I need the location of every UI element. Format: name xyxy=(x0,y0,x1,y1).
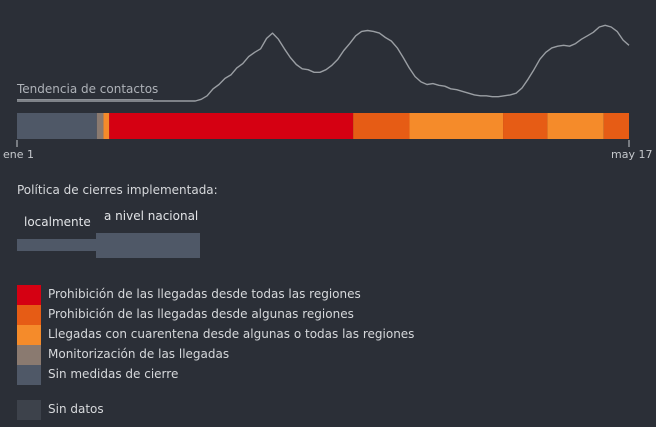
legend-swatch-no-data xyxy=(17,400,41,420)
x-tick-label-start: ene 1 xyxy=(3,148,35,161)
legend-label-none: Sin medidas de cierre xyxy=(48,367,179,381)
legend-swatch-quarantine xyxy=(17,325,41,345)
x-tick-label-end: may 17 xyxy=(611,148,653,161)
legend-item-ban-some: Prohibición de las llegadas desde alguna… xyxy=(17,305,437,325)
legend-label-ban-all: Prohibición de las llegadas desde todas … xyxy=(48,287,361,301)
legend-item-no-data: Sin datos xyxy=(17,400,437,420)
scope-local-label: localmente xyxy=(24,215,91,229)
scope-national-label: a nivel nacional xyxy=(104,209,199,223)
trend-label-underline xyxy=(17,99,153,100)
timeline-segment-quarantine xyxy=(547,113,604,139)
legend-label-no-data: Sin datos xyxy=(48,402,104,416)
legend-item-quarantine: Llegadas con cuarentena desde algunas o … xyxy=(17,325,437,345)
timeline-segment-monitoring xyxy=(96,113,104,139)
chart-area xyxy=(16,24,630,147)
legend-swatch-ban-all xyxy=(17,285,41,305)
timeline-segment-none xyxy=(17,113,97,139)
legend-swatch-monitoring xyxy=(17,345,41,365)
legend-swatch-ban-some xyxy=(17,305,41,325)
legend-item-ban-all: Prohibición de las llegadas desde todas … xyxy=(17,285,437,305)
policy-title: Política de cierres implementada: xyxy=(17,183,218,197)
scope-local-bar xyxy=(17,239,96,251)
timeline-segment-ban-all xyxy=(109,113,354,139)
scope-national-bar xyxy=(96,233,200,258)
policy-timeline-bar xyxy=(17,113,629,139)
timeline-segment-ban-some xyxy=(353,113,410,139)
legend-item-monitoring: Monitorización de las llegadas xyxy=(17,345,437,365)
legend-label-ban-some: Prohibición de las llegadas desde alguna… xyxy=(48,307,354,321)
timeline-segment-quarantine xyxy=(409,113,504,139)
trend-line xyxy=(17,24,630,102)
legend-label-monitoring: Monitorización de las llegadas xyxy=(48,347,230,361)
legend-item-none: Sin medidas de cierre xyxy=(17,365,437,385)
timeline-segment-ban-some xyxy=(503,113,548,139)
timeline-segment-ban-some xyxy=(603,113,629,139)
legend-label-quarantine: Llegadas con cuarentena desde algunas o … xyxy=(48,327,415,341)
trend-label: Tendencia de contactos xyxy=(17,82,159,96)
timeline-segment-quarantine xyxy=(103,113,110,139)
legend-swatch-none xyxy=(17,365,41,385)
